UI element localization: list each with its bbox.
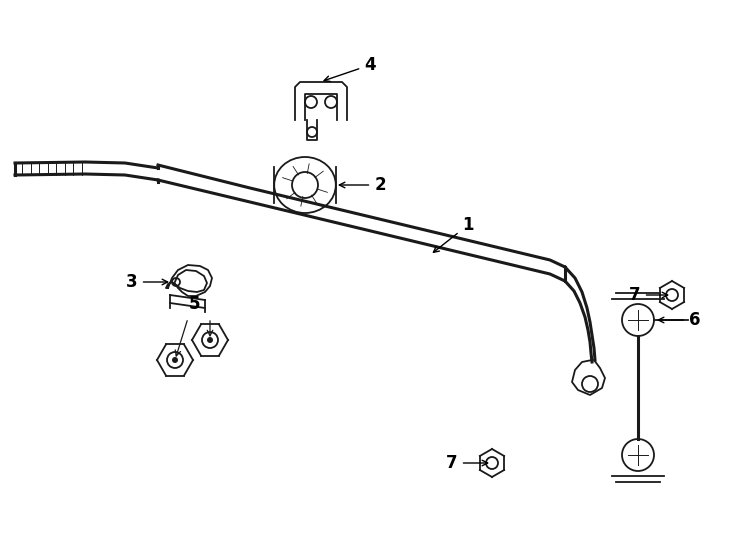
Circle shape [207,337,213,343]
Text: 2: 2 [339,176,386,194]
Circle shape [172,357,178,363]
Text: 7: 7 [629,286,668,304]
Text: 4: 4 [324,56,376,82]
Text: 6: 6 [658,311,701,329]
Text: 1: 1 [433,216,473,252]
Text: 5: 5 [189,295,201,313]
Text: 3: 3 [126,273,167,291]
Text: 7: 7 [446,454,487,472]
